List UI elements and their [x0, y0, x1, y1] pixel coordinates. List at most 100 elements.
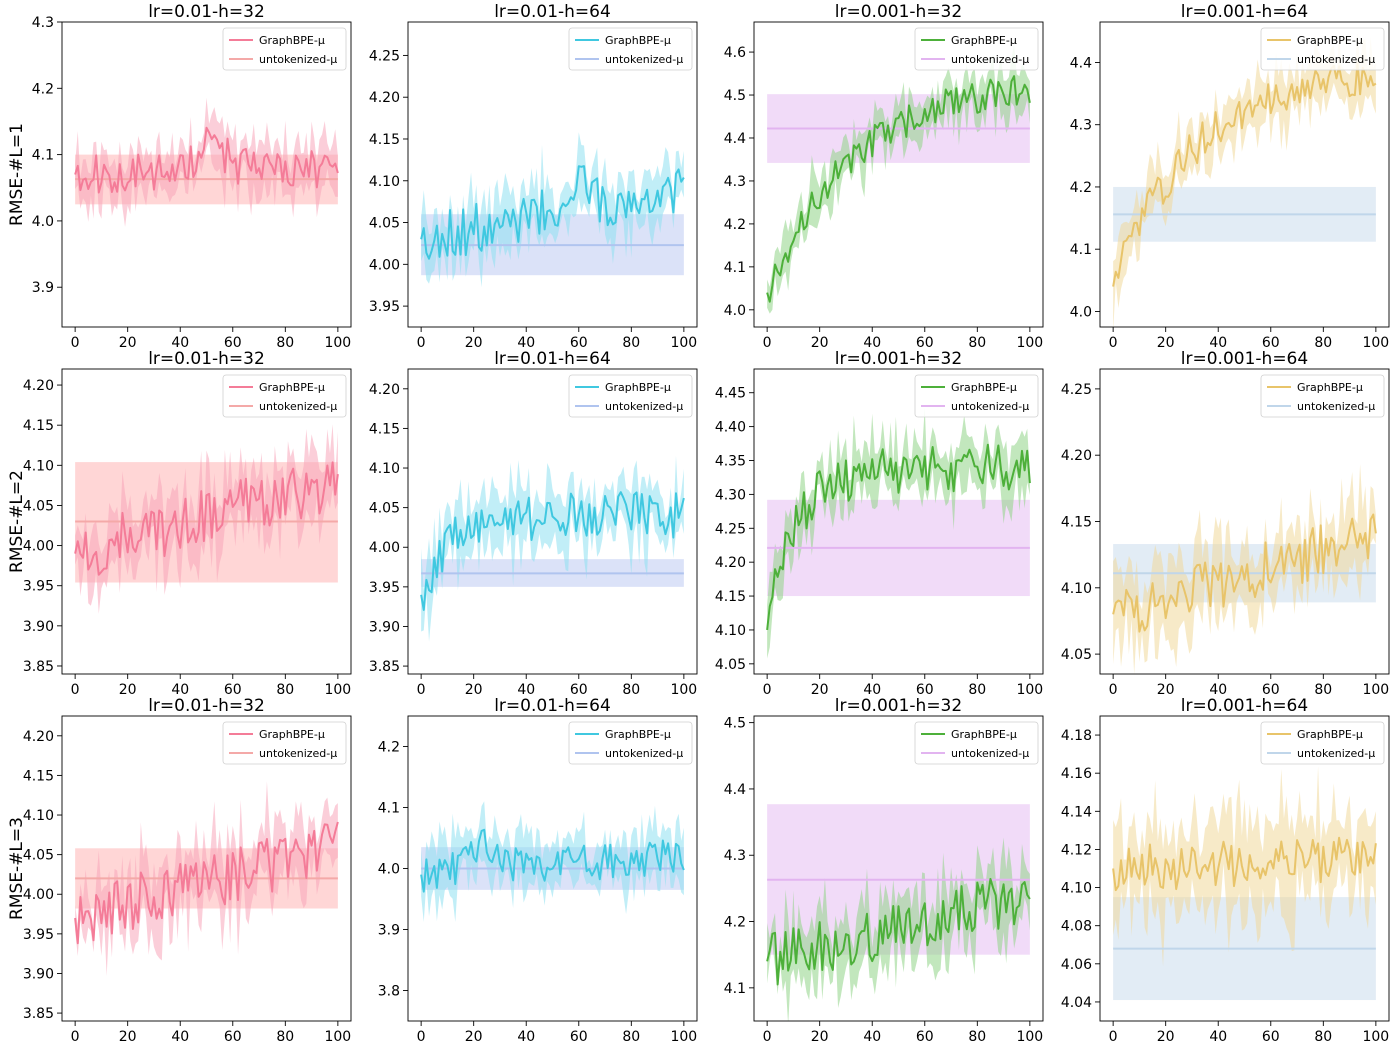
- y-tick-label: 4.12: [1061, 842, 1092, 858]
- y-tick-label: 3.85: [369, 659, 400, 675]
- x-tick-label: 100: [324, 682, 351, 698]
- legend-label-untokenized: untokenized-μ: [259, 53, 337, 66]
- x-tick-label: 40: [171, 335, 189, 351]
- y-tick-label: 4.30: [715, 487, 746, 503]
- subplot-title: lr=0.001-h=64: [1181, 2, 1308, 22]
- graphbpe-band: [1113, 464, 1376, 674]
- axes-frame: [407, 368, 698, 675]
- subplot-r1-c0: 0 20 40 60 80 100 3.85 3.90 3.95 4.00 4.05 4.10 4.15…: [7, 349, 352, 698]
- x-tick-label: 40: [863, 335, 881, 351]
- y-tick-label: 4.4: [724, 782, 746, 798]
- y-tick-label: 4.4: [1070, 55, 1092, 71]
- y-tick-label: 4.1: [32, 148, 54, 164]
- y-tick-label: 3.85: [23, 1006, 54, 1022]
- graphbpe-line: [766, 877, 1031, 986]
- row-label: RMSE-#L=2: [7, 470, 27, 573]
- legend-label-untokenized: untokenized-μ: [1297, 747, 1375, 760]
- x-tick-label: 60: [224, 335, 242, 351]
- plot-area: [1112, 766, 1377, 1001]
- x-tick-label: 100: [1362, 682, 1389, 698]
- y-tick-label: 4.20: [1061, 448, 1092, 464]
- y-tick-label: 4.20: [369, 90, 400, 106]
- x-tick-label: 60: [1262, 1029, 1280, 1045]
- subplot-title: lr=0.01-h=32: [148, 696, 265, 716]
- x-tick-label: 0: [71, 1029, 80, 1045]
- x-tick-label: 80: [1314, 1029, 1332, 1045]
- x-tick-label: 80: [1314, 335, 1332, 351]
- axes-frame: [753, 715, 1044, 1022]
- graphbpe-band: [767, 44, 1030, 314]
- x-tick-label: 0: [763, 335, 772, 351]
- legend-label-graphbpe: GraphBPE-μ: [605, 728, 671, 741]
- legend: GraphBPE-μ untokenized-μ: [568, 374, 693, 418]
- plot-area: [74, 424, 339, 614]
- x-tick-label: 60: [1262, 335, 1280, 351]
- plot-area: [420, 132, 685, 288]
- x-tick-label: 0: [71, 335, 80, 351]
- y-tick-label: 4.14: [1061, 804, 1092, 820]
- legend-label-graphbpe: GraphBPE-μ: [951, 728, 1017, 741]
- legend: GraphBPE-μ untokenized-μ: [914, 721, 1039, 765]
- legend: GraphBPE-μ untokenized-μ: [914, 27, 1039, 71]
- y-tick-label: 4.0: [724, 303, 746, 319]
- y-tick-label: 4.00: [23, 887, 54, 903]
- graphbpe-band: [767, 837, 1030, 1021]
- graphbpe-line: [420, 491, 685, 611]
- x-tick-label: 0: [417, 335, 426, 351]
- legend-label-graphbpe: GraphBPE-μ: [259, 381, 325, 394]
- legend: GraphBPE-μ untokenized-μ: [222, 27, 347, 71]
- y-tick-label: 4.05: [23, 498, 54, 514]
- y-tick-label: 4.08: [1061, 919, 1092, 935]
- x-tick-label: 0: [1109, 1029, 1118, 1045]
- y-tick-label: 4.10: [715, 623, 746, 639]
- graphbpe-band: [421, 801, 684, 922]
- y-tick-label: 4.2: [1070, 180, 1092, 196]
- plot-area: [1112, 32, 1377, 327]
- plot-area: [1112, 464, 1377, 674]
- x-tick-label: 80: [968, 682, 986, 698]
- legend-label-graphbpe: GraphBPE-μ: [1297, 728, 1363, 741]
- y-tick-label: 4.20: [369, 382, 400, 398]
- x-tick-label: 40: [863, 682, 881, 698]
- subplot-title: lr=0.001-h=32: [835, 349, 962, 369]
- legend: GraphBPE-μ untokenized-μ: [1260, 721, 1385, 765]
- subplot-r0-c2: 0 20 40 60 80 100 4.0 4.1 4.2 4.3 4.4 4.5 4.6 lr=0.00…: [724, 2, 1044, 351]
- y-tick-label: 4.06: [1061, 957, 1092, 973]
- x-tick-label: 20: [465, 1029, 483, 1045]
- graphbpe-line: [74, 461, 339, 576]
- y-tick-label: 4.10: [369, 461, 400, 477]
- legend: GraphBPE-μ untokenized-μ: [222, 721, 347, 765]
- x-tick-label: 60: [224, 1029, 242, 1045]
- legend-label-untokenized: untokenized-μ: [951, 400, 1029, 413]
- x-tick-label: 100: [670, 335, 697, 351]
- graphbpe-band: [1113, 32, 1376, 327]
- x-tick-label: 20: [465, 682, 483, 698]
- x-tick-label: 20: [811, 682, 829, 698]
- legend-label-untokenized: untokenized-μ: [951, 53, 1029, 66]
- y-tick-label: 4.15: [369, 421, 400, 437]
- y-tick-label: 4.3: [32, 15, 54, 31]
- y-tick-label: 4.2: [724, 915, 746, 931]
- subplot-title: lr=0.001-h=32: [835, 696, 962, 716]
- legend-label-untokenized: untokenized-μ: [605, 747, 683, 760]
- legend: GraphBPE-μ untokenized-μ: [568, 721, 693, 765]
- legend: GraphBPE-μ untokenized-μ: [1260, 374, 1385, 418]
- x-tick-label: 60: [224, 682, 242, 698]
- y-tick-label: 4.1: [724, 981, 746, 997]
- x-tick-label: 20: [119, 1029, 137, 1045]
- subplot-title: lr=0.01-h=32: [148, 2, 265, 22]
- x-tick-label: 0: [763, 1029, 772, 1045]
- y-tick-label: 4.00: [23, 539, 54, 555]
- graphbpe-band: [767, 406, 1030, 659]
- x-tick-label: 20: [1157, 335, 1175, 351]
- x-tick-label: 40: [517, 335, 535, 351]
- graphbpe-line: [74, 821, 339, 945]
- x-tick-label: 60: [916, 682, 934, 698]
- x-tick-label: 0: [417, 682, 426, 698]
- x-tick-label: 0: [763, 682, 772, 698]
- y-tick-label: 4.05: [715, 657, 746, 673]
- legend-label-graphbpe: GraphBPE-μ: [605, 34, 671, 47]
- y-tick-label: 4.00: [369, 540, 400, 556]
- subplot-title: lr=0.01-h=64: [494, 2, 611, 22]
- y-tick-label: 4.45: [715, 386, 746, 402]
